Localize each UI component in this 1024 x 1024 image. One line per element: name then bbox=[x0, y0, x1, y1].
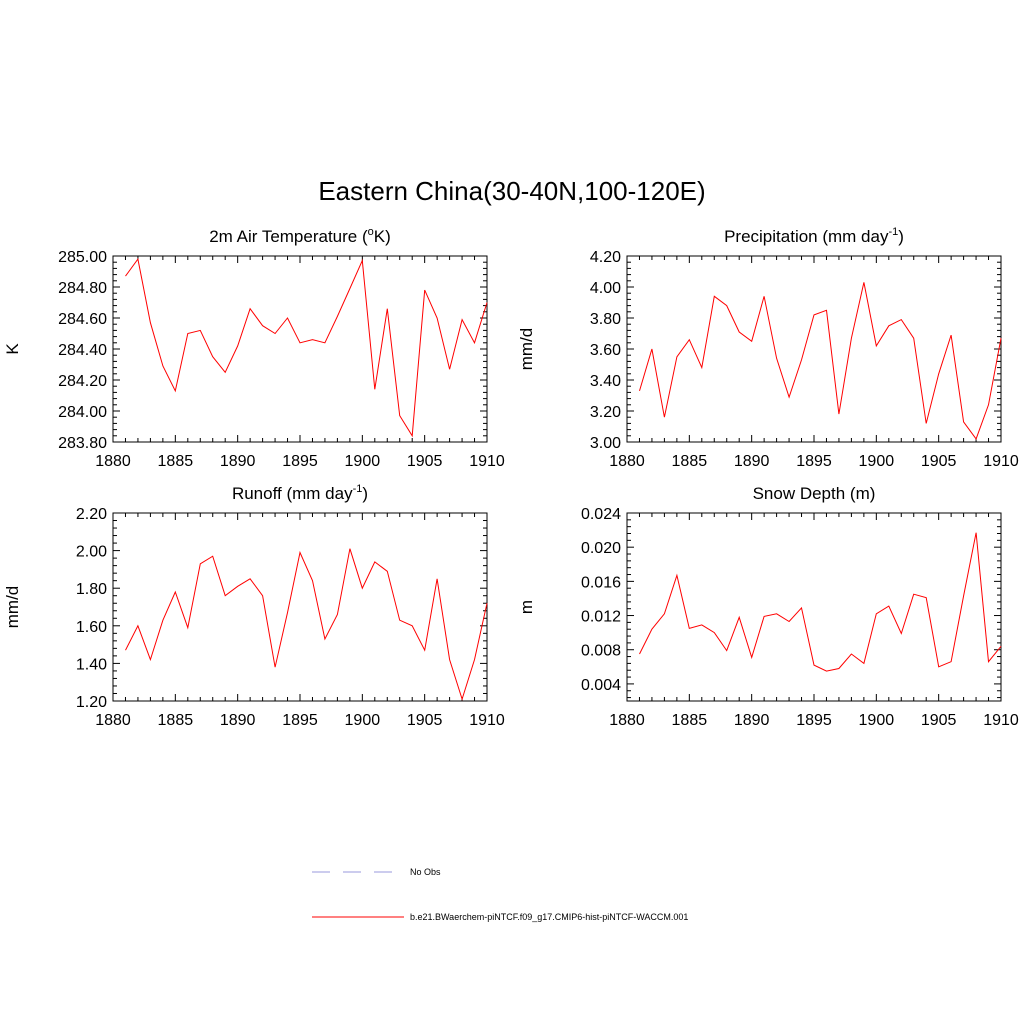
y-tick-label: 3.60 bbox=[590, 342, 621, 359]
x-tick-label: 1905 bbox=[921, 453, 957, 470]
x-tick-label: 1895 bbox=[796, 712, 832, 729]
chart-panels: 2m Air Temperature (oK) K 1880 1885 1890 1895… bbox=[3, 226, 1019, 729]
y-tick-label: 284.80 bbox=[58, 280, 107, 297]
x-tick-label: 1885 bbox=[672, 712, 708, 729]
y-axis-label: mm/d bbox=[517, 328, 536, 371]
chart-panel: 2m Air Temperature (oK) K 1880 1885 1890 1895… bbox=[3, 226, 505, 470]
x-tick-label: 1890 bbox=[220, 453, 256, 470]
legend: No Obs b.e21.BWaerchem-piNTCF.f09_g17.CMI… bbox=[312, 867, 688, 922]
y-tick-label: 285.00 bbox=[58, 249, 107, 266]
panel-title: Precipitation (mm day-1) bbox=[724, 226, 904, 246]
chart-panel: Precipitation (mm day-1) mm/d 1880 1885 1890… bbox=[517, 226, 1019, 470]
x-tick-label: 1880 bbox=[95, 453, 131, 470]
series-line bbox=[639, 532, 1002, 672]
x-tick-label: 1900 bbox=[859, 712, 895, 729]
y-axis-label: m bbox=[517, 600, 536, 614]
x-tick-label: 1885 bbox=[158, 453, 194, 470]
series-line bbox=[125, 548, 488, 701]
x-tick-label: 1890 bbox=[734, 712, 770, 729]
y-tick-label: 284.20 bbox=[58, 373, 107, 390]
x-tick-label: 1895 bbox=[282, 453, 318, 470]
panel-title: Snow Depth (m) bbox=[753, 484, 876, 503]
y-axis-label: mm/d bbox=[3, 586, 22, 629]
x-tick-label: 1900 bbox=[345, 453, 381, 470]
y-tick-label: 3.00 bbox=[590, 435, 621, 452]
y-tick-label: 1.80 bbox=[76, 581, 107, 598]
x-tick-label: 1905 bbox=[407, 453, 443, 470]
y-tick-label: 4.00 bbox=[590, 280, 621, 297]
x-tick-label: 1900 bbox=[345, 712, 381, 729]
x-tick-label: 1890 bbox=[734, 453, 770, 470]
y-tick-label: 1.40 bbox=[76, 656, 107, 673]
x-tick-label: 1905 bbox=[921, 712, 957, 729]
x-tick-label: 1905 bbox=[407, 712, 443, 729]
y-tick-label: 3.40 bbox=[590, 373, 621, 390]
series-line bbox=[639, 282, 1002, 440]
y-tick-label: 283.80 bbox=[58, 435, 107, 452]
panel-title: Runoff (mm day-1) bbox=[232, 483, 368, 503]
y-tick-label: 0.020 bbox=[581, 540, 621, 557]
legend-label: b.e21.BWaerchem-piNTCF.f09_g17.CMIP6-his… bbox=[410, 912, 688, 922]
x-tick-label: 1895 bbox=[796, 453, 832, 470]
series-line bbox=[125, 257, 488, 438]
x-tick-label: 1885 bbox=[672, 453, 708, 470]
x-tick-label: 1910 bbox=[983, 712, 1019, 729]
y-tick-label: 0.004 bbox=[581, 677, 621, 694]
x-tick-label: 1880 bbox=[609, 453, 645, 470]
y-tick-label: 2.00 bbox=[76, 544, 107, 561]
x-tick-label: 1900 bbox=[859, 453, 895, 470]
y-tick-label: 284.60 bbox=[58, 311, 107, 328]
y-tick-label: 3.20 bbox=[590, 404, 621, 421]
x-tick-label: 1895 bbox=[282, 712, 318, 729]
x-tick-label: 1880 bbox=[95, 712, 131, 729]
y-tick-label: 3.80 bbox=[590, 311, 621, 328]
y-tick-label: 4.20 bbox=[590, 249, 621, 266]
y-axis-label: K bbox=[3, 343, 22, 355]
y-tick-label: 2.20 bbox=[76, 506, 107, 523]
legend-label: No Obs bbox=[410, 867, 441, 877]
x-tick-label: 1910 bbox=[469, 453, 505, 470]
figure-title: Eastern China(30-40N,100-120E) bbox=[318, 176, 705, 206]
y-tick-label: 0.008 bbox=[581, 643, 621, 660]
x-tick-label: 1910 bbox=[983, 453, 1019, 470]
chart-panel: Runoff (mm day-1) mm/d 1880 1885 1890 1895 190… bbox=[3, 483, 505, 729]
panel-title: 2m Air Temperature (oK) bbox=[209, 226, 391, 246]
y-tick-label: 284.00 bbox=[58, 404, 107, 421]
y-tick-label: 0.024 bbox=[581, 506, 621, 523]
y-tick-label: 1.60 bbox=[76, 619, 107, 636]
x-tick-label: 1910 bbox=[469, 712, 505, 729]
chart-panel: Snow Depth (m) m 1880 1885 1890 1895 1900 1905 1… bbox=[517, 484, 1019, 729]
y-tick-label: 0.016 bbox=[581, 574, 621, 591]
x-tick-label: 1880 bbox=[609, 712, 645, 729]
y-tick-label: 1.20 bbox=[76, 694, 107, 711]
y-tick-label: 0.012 bbox=[581, 609, 621, 626]
x-tick-label: 1890 bbox=[220, 712, 256, 729]
y-tick-label: 284.40 bbox=[58, 342, 107, 359]
x-tick-label: 1885 bbox=[158, 712, 194, 729]
